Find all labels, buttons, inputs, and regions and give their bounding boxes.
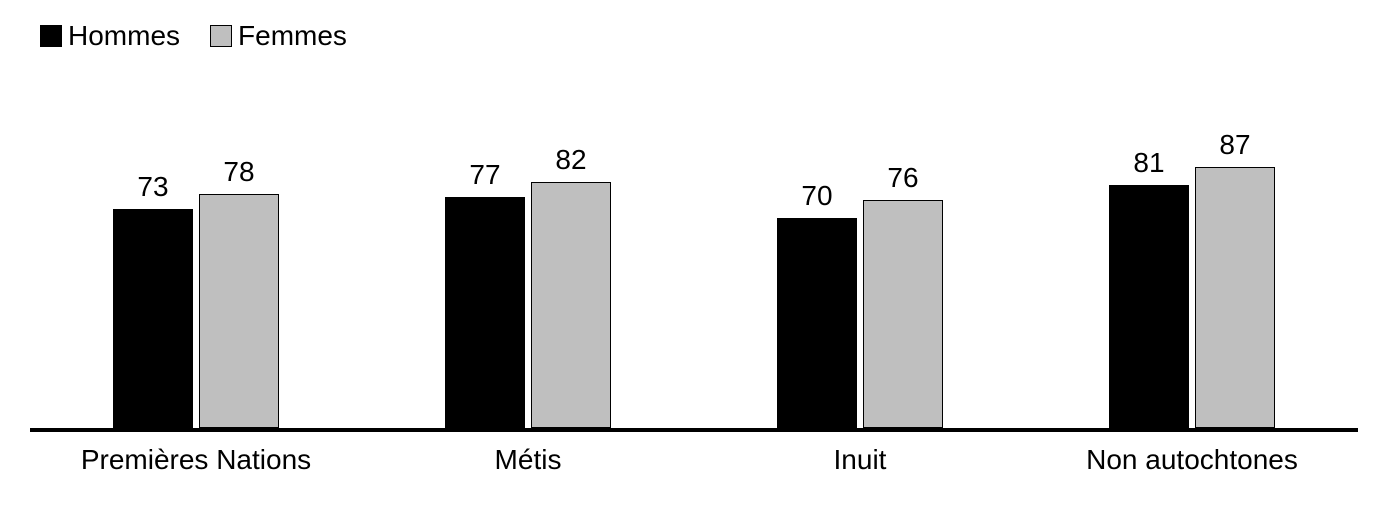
bar-wrapper: 73 — [113, 171, 193, 428]
bar-value-label: 73 — [137, 171, 168, 203]
bar — [445, 197, 525, 428]
legend-item-hommes: Hommes — [40, 20, 180, 52]
category-label: Métis — [362, 444, 694, 476]
bar-value-label: 70 — [801, 180, 832, 212]
bar — [863, 200, 943, 428]
bar-value-label: 78 — [223, 156, 254, 188]
bar — [777, 218, 857, 428]
bar-wrapper: 82 — [531, 144, 611, 428]
bar — [113, 209, 193, 428]
category-label: Non autochtones — [1026, 444, 1358, 476]
bar-group: 77 82 — [362, 144, 694, 428]
bar-group: 81 87 — [1026, 129, 1358, 428]
chart-legend: Hommes Femmes — [40, 20, 1358, 52]
bar-wrapper: 76 — [863, 162, 943, 428]
bar-value-label: 82 — [555, 144, 586, 176]
bar-value-label: 77 — [469, 159, 500, 191]
legend-swatch-hommes — [40, 25, 62, 47]
legend-label-femmes: Femmes — [238, 20, 347, 52]
legend-swatch-femmes — [210, 25, 232, 47]
bar-wrapper: 70 — [777, 180, 857, 428]
bar — [199, 194, 279, 428]
bar — [1195, 167, 1275, 428]
bar-wrapper: 87 — [1195, 129, 1275, 428]
bar-wrapper: 81 — [1109, 147, 1189, 428]
bar-value-label: 81 — [1133, 147, 1164, 179]
bar-value-label: 76 — [887, 162, 918, 194]
bar-pair: 70 76 — [777, 162, 943, 428]
category-labels: Premières NationsMétisInuitNon autochton… — [30, 444, 1358, 476]
bar-group: 70 76 — [694, 162, 1026, 428]
bar-pair: 73 78 — [113, 156, 279, 428]
legend-label-hommes: Hommes — [68, 20, 180, 52]
bar-pair: 77 82 — [445, 144, 611, 428]
chart-container: Hommes Femmes 73 78 77 82 70 76 81 87 Premières… — [0, 0, 1388, 529]
category-label: Inuit — [694, 444, 1026, 476]
bar-wrapper: 77 — [445, 159, 525, 428]
bar — [531, 182, 611, 428]
bar-wrapper: 78 — [199, 156, 279, 428]
bar-value-label: 87 — [1219, 129, 1250, 161]
bar-pair: 81 87 — [1109, 129, 1275, 428]
plot-area: 73 78 77 82 70 76 81 87 — [30, 92, 1358, 432]
bar-group: 73 78 — [30, 156, 362, 428]
bar — [1109, 185, 1189, 428]
legend-item-femmes: Femmes — [210, 20, 347, 52]
category-label: Premières Nations — [30, 444, 362, 476]
